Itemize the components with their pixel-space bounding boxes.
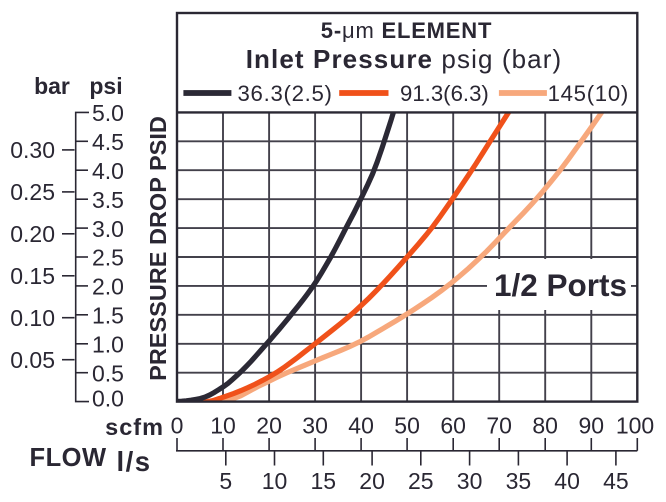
svg-text:PRESSURE DROP PSID: PRESSURE DROP PSID [145,116,171,381]
svg-text:30: 30 [302,413,328,439]
svg-text:60: 60 [440,413,466,439]
svg-text:70: 70 [486,413,512,439]
svg-text:0: 0 [171,413,184,439]
svg-text:30: 30 [457,468,483,494]
svg-text:50: 50 [394,413,420,439]
svg-text:psi: psi [89,73,122,99]
svg-text:0.20: 0.20 [10,221,55,247]
svg-text:Inlet Pressure psig (bar): Inlet Pressure psig (bar) [246,44,563,74]
svg-text:3.0: 3.0 [92,216,124,242]
svg-text:25: 25 [408,468,434,494]
svg-text:0.25: 0.25 [10,179,55,205]
svg-text:91.3(6.3): 91.3(6.3) [400,81,489,106]
svg-text:3.5: 3.5 [92,187,124,213]
svg-text:FLOW: FLOW [30,444,107,472]
svg-text:36.3(2.5): 36.3(2.5) [238,81,333,106]
svg-text:0.10: 0.10 [10,305,55,331]
svg-text:15: 15 [311,468,337,494]
svg-text:100: 100 [616,413,654,439]
svg-text:1.0: 1.0 [92,332,124,358]
svg-text:0.05: 0.05 [10,347,55,373]
svg-text:10: 10 [210,413,236,439]
svg-text:40: 40 [554,468,580,494]
svg-text:40: 40 [348,413,374,439]
svg-text:5: 5 [219,468,232,494]
svg-text:4.5: 4.5 [92,129,124,155]
svg-text:bar: bar [34,73,70,99]
svg-text:l/s: l/s [117,446,152,477]
svg-text:0.5: 0.5 [92,360,124,386]
svg-text:0.30: 0.30 [10,137,55,163]
svg-text:10: 10 [262,468,288,494]
svg-text:35: 35 [506,468,532,494]
svg-text:4.0: 4.0 [92,158,124,184]
svg-text:80: 80 [532,413,558,439]
svg-text:scfm: scfm [105,414,164,440]
svg-text:5.0: 5.0 [92,100,124,126]
svg-text:20: 20 [256,413,282,439]
svg-text:45: 45 [603,468,629,494]
svg-text:2.5: 2.5 [92,245,124,271]
svg-text:0.15: 0.15 [10,263,55,289]
svg-text:5-μm ELEMENT: 5-μm ELEMENT [321,18,492,43]
svg-text:2.0: 2.0 [92,274,124,300]
svg-text:90: 90 [579,413,605,439]
svg-text:1.5: 1.5 [92,303,124,329]
svg-text:0.0: 0.0 [92,386,124,412]
svg-text:20: 20 [359,468,385,494]
svg-text:145(10): 145(10) [548,81,629,106]
svg-text:1/2 Ports: 1/2 Ports [494,267,627,303]
